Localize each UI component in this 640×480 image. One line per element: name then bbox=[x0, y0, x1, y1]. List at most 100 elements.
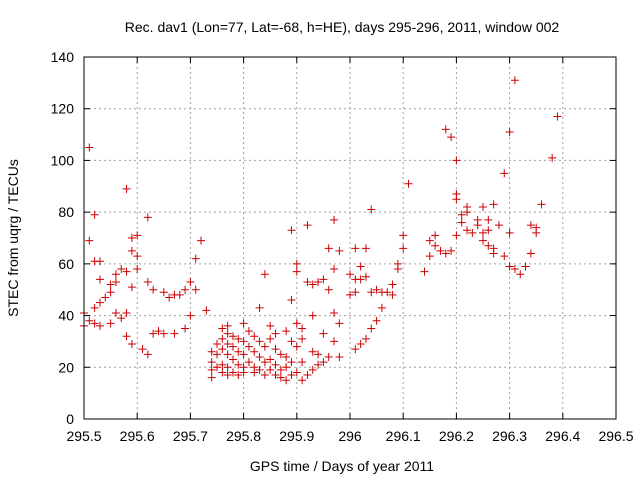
data-point bbox=[106, 319, 115, 328]
data-point bbox=[484, 241, 493, 250]
data-point bbox=[122, 184, 131, 193]
data-point bbox=[250, 347, 259, 356]
y-axis-ticks: 0 20 40 60 80 100 120 140 bbox=[51, 49, 616, 427]
data-point bbox=[228, 368, 237, 377]
data-point bbox=[213, 363, 221, 372]
data-point bbox=[479, 202, 487, 211]
data-point bbox=[223, 321, 232, 330]
data-point bbox=[122, 332, 131, 341]
data-point bbox=[314, 350, 323, 359]
data-point bbox=[314, 277, 323, 286]
data-point bbox=[207, 365, 216, 374]
data-point bbox=[303, 221, 312, 230]
data-point bbox=[218, 345, 227, 354]
data-point bbox=[330, 337, 339, 346]
data-point bbox=[356, 275, 365, 284]
data-point bbox=[308, 311, 317, 320]
data-point bbox=[319, 275, 328, 284]
data-point bbox=[324, 285, 333, 294]
x-tick-label: 296.5 bbox=[598, 428, 633, 444]
data-point bbox=[298, 358, 307, 367]
data-point bbox=[484, 215, 493, 224]
data-point bbox=[127, 234, 136, 242]
data-point bbox=[255, 337, 264, 346]
data-point bbox=[308, 280, 317, 289]
data-point bbox=[143, 213, 152, 222]
data-point bbox=[234, 347, 243, 356]
x-tick-label: 295.5 bbox=[66, 428, 101, 444]
data-point bbox=[526, 249, 535, 258]
data-point bbox=[191, 254, 200, 263]
data-point bbox=[287, 371, 296, 380]
data-point bbox=[218, 324, 227, 333]
data-point bbox=[244, 358, 253, 367]
data-point bbox=[276, 350, 285, 359]
data-point bbox=[298, 324, 307, 333]
data-point bbox=[133, 252, 142, 261]
data-point bbox=[431, 241, 440, 250]
data-point bbox=[255, 352, 264, 361]
data-point bbox=[122, 267, 131, 276]
data-point bbox=[143, 277, 152, 286]
y-tick-label: 120 bbox=[51, 101, 75, 117]
x-tick-label: 296.1 bbox=[386, 428, 421, 444]
data-point bbox=[346, 270, 354, 279]
data-point bbox=[356, 340, 365, 349]
data-point bbox=[292, 259, 301, 268]
data-point bbox=[510, 76, 519, 85]
data-point bbox=[90, 319, 99, 328]
data-point bbox=[111, 277, 120, 286]
data-point bbox=[282, 327, 291, 336]
data-point bbox=[447, 246, 456, 255]
data-point bbox=[404, 179, 413, 188]
data-point bbox=[330, 308, 339, 317]
data-point bbox=[500, 252, 509, 261]
data-point bbox=[213, 350, 221, 359]
data-point bbox=[457, 218, 466, 227]
data-point bbox=[149, 285, 158, 294]
data-point bbox=[228, 342, 237, 351]
x-tick-label: 295.8 bbox=[226, 428, 261, 444]
data-point bbox=[287, 337, 296, 346]
data-point bbox=[361, 272, 370, 281]
data-point bbox=[101, 293, 110, 302]
data-point bbox=[181, 324, 190, 333]
data-point bbox=[133, 265, 142, 274]
data-point bbox=[346, 290, 354, 299]
x-tick-label: 296.3 bbox=[492, 428, 527, 444]
data-point bbox=[127, 340, 136, 349]
data-point bbox=[330, 265, 339, 274]
data-point bbox=[85, 236, 94, 245]
y-tick-label: 60 bbox=[58, 256, 74, 272]
data-point bbox=[372, 285, 381, 294]
data-point bbox=[436, 246, 445, 255]
data-point bbox=[165, 293, 174, 302]
data-point bbox=[239, 337, 248, 346]
data-point bbox=[463, 226, 472, 235]
data-point bbox=[431, 231, 440, 240]
data-point bbox=[441, 249, 450, 258]
data-point bbox=[271, 329, 280, 338]
data-point bbox=[218, 360, 227, 369]
data-point bbox=[287, 226, 296, 235]
data-point bbox=[500, 169, 509, 178]
y-tick-label: 20 bbox=[58, 359, 74, 375]
data-point bbox=[111, 270, 120, 279]
data-point bbox=[175, 290, 184, 299]
data-point bbox=[239, 368, 248, 377]
data-point bbox=[399, 244, 408, 253]
data-point bbox=[292, 368, 301, 377]
x-tick-label: 296.2 bbox=[439, 428, 474, 444]
data-point bbox=[218, 368, 227, 377]
data-point bbox=[271, 360, 280, 369]
data-point bbox=[218, 334, 227, 343]
data-point bbox=[452, 231, 461, 240]
data-point bbox=[223, 340, 232, 349]
data-point bbox=[276, 373, 285, 382]
data-point bbox=[521, 262, 530, 271]
data-point bbox=[95, 298, 104, 307]
data-point bbox=[510, 265, 519, 274]
y-axis-label: STEC from uqrg / TECUs bbox=[5, 159, 21, 317]
data-point bbox=[314, 360, 323, 369]
